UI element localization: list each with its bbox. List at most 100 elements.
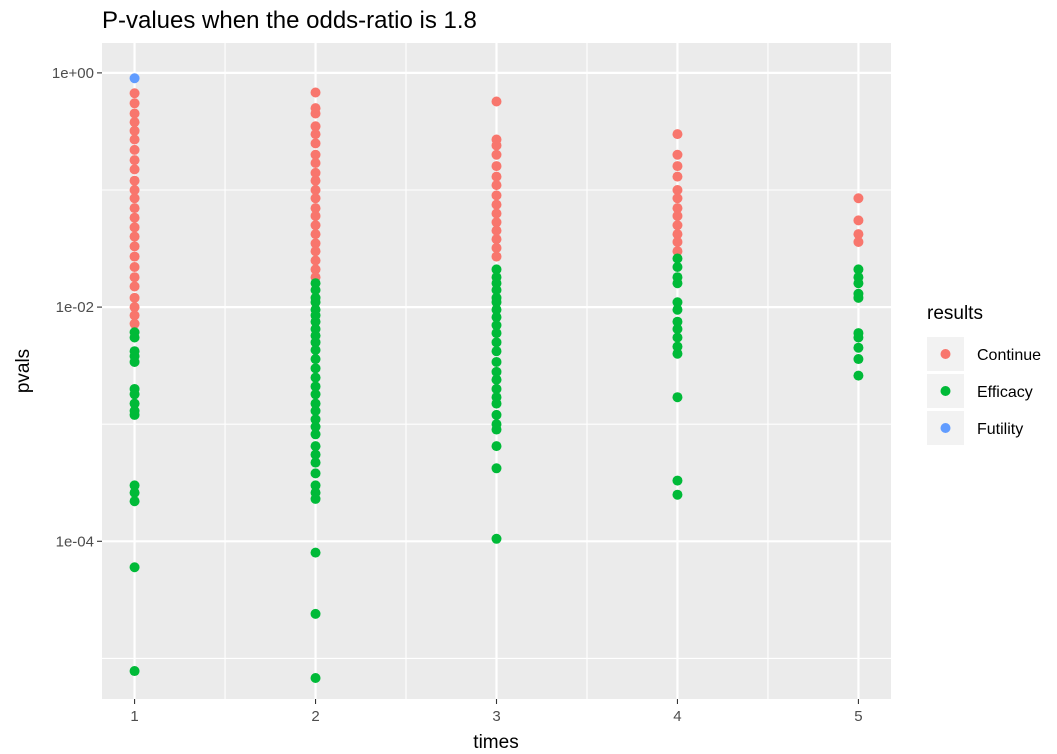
data-point	[491, 264, 502, 275]
data-point	[310, 673, 321, 684]
data-point	[129, 562, 140, 573]
data-point	[310, 121, 321, 132]
data-point	[672, 210, 683, 221]
x-axis-title: times	[473, 732, 518, 753]
data-point	[853, 264, 864, 275]
y-tick-label: 1e+00	[52, 65, 94, 82]
data-point	[310, 108, 321, 119]
data-point	[310, 203, 321, 214]
data-point	[310, 255, 321, 266]
data-point	[672, 304, 683, 315]
legend-key-futility	[940, 423, 951, 433]
data-point	[491, 297, 502, 308]
data-point	[491, 161, 502, 172]
data-point	[491, 171, 502, 182]
data-point	[672, 392, 683, 403]
data-point	[672, 229, 683, 240]
data-point	[129, 281, 140, 292]
data-point	[129, 125, 140, 136]
data-point	[853, 354, 864, 365]
data-point	[491, 328, 502, 339]
data-point	[491, 356, 502, 367]
data-point	[310, 429, 321, 440]
data-point	[491, 366, 502, 377]
data-point	[310, 421, 321, 432]
series-futility	[129, 73, 140, 84]
data-point	[310, 316, 321, 327]
data-point	[491, 225, 502, 236]
legend-label-futility: Futility	[977, 421, 1023, 438]
data-point	[129, 292, 140, 303]
data-point	[672, 316, 683, 327]
data-point	[672, 236, 683, 247]
x-tick-label: 3	[492, 708, 500, 725]
chart-title: P-values when the odds-ratio is 1.8	[102, 7, 477, 34]
data-point	[853, 342, 864, 353]
data-point	[491, 337, 502, 348]
data-point	[129, 409, 140, 420]
data-point	[310, 167, 321, 178]
data-point	[129, 356, 140, 367]
data-point	[672, 184, 683, 195]
data-point	[491, 96, 502, 107]
data-point	[310, 87, 321, 98]
x-tick-label: 5	[854, 708, 862, 725]
y-axis-title: pvals	[13, 349, 34, 393]
data-point	[310, 284, 321, 295]
data-point	[129, 231, 140, 242]
series-continue	[129, 87, 864, 329]
data-point	[853, 236, 864, 247]
data-point	[491, 242, 502, 253]
data-point	[310, 398, 321, 409]
data-point	[310, 149, 321, 160]
data-point	[853, 332, 864, 343]
data-point	[129, 108, 140, 119]
data-point	[672, 203, 683, 214]
data-point	[129, 302, 140, 313]
data-point	[672, 341, 683, 352]
data-point	[129, 144, 140, 155]
data-point	[672, 129, 683, 140]
data-point	[129, 272, 140, 283]
data-point	[310, 337, 321, 348]
x-tick-label: 1	[130, 708, 138, 725]
data-point	[853, 278, 864, 289]
data-point	[310, 238, 321, 249]
data-point	[310, 493, 321, 504]
data-point	[310, 441, 321, 452]
legend-entries: Continue Efficacy Futility	[927, 337, 1041, 445]
y-tick-label: 1e-02	[56, 299, 94, 316]
data-point	[310, 175, 321, 186]
data-point	[853, 292, 864, 303]
y-axis: 1e+00 1e-02 1e-04	[52, 65, 102, 550]
data-point	[129, 134, 140, 145]
data-point	[129, 193, 140, 204]
data-point	[853, 193, 864, 204]
data-point	[310, 210, 321, 221]
data-point	[129, 398, 140, 409]
data-point	[672, 261, 683, 272]
data-point	[491, 312, 502, 323]
legend-key-efficacy	[940, 386, 951, 396]
data-point	[129, 175, 140, 186]
legend-label-efficacy: Efficacy	[977, 384, 1033, 401]
data-point	[491, 234, 502, 245]
data-point	[129, 480, 140, 491]
data-point	[491, 383, 502, 394]
data-point	[310, 220, 321, 231]
data-point	[129, 261, 140, 272]
data-point	[491, 251, 502, 262]
data-point	[129, 98, 140, 109]
data-point	[672, 253, 683, 264]
data-point	[672, 246, 683, 257]
data-point	[672, 149, 683, 160]
x-tick-label: 4	[673, 708, 681, 725]
data-point	[853, 229, 864, 240]
series-efficacy	[129, 253, 864, 684]
data-point	[672, 475, 683, 486]
data-point	[672, 171, 683, 182]
data-point	[129, 318, 140, 329]
data-point	[129, 155, 140, 166]
data-point	[129, 241, 140, 252]
plot-panel	[102, 43, 891, 699]
